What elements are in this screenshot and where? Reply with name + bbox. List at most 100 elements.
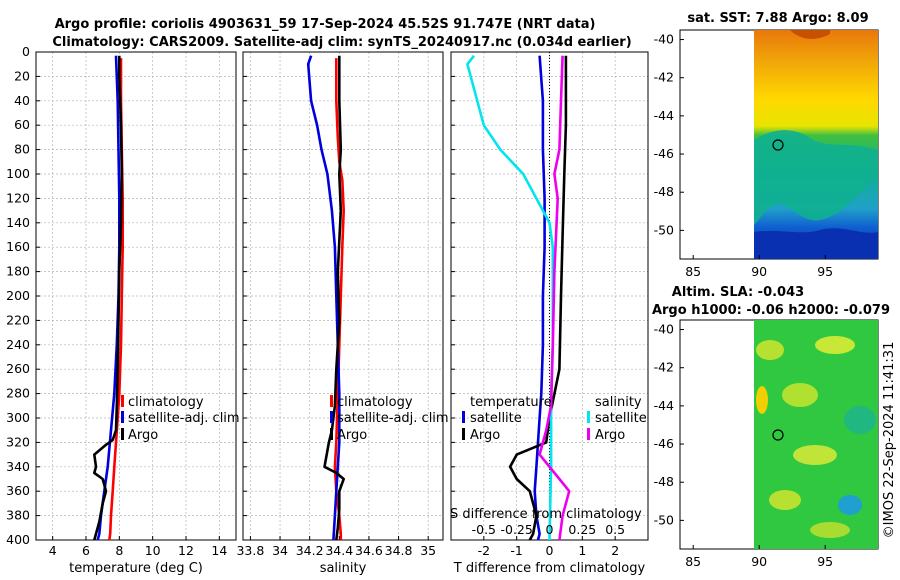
legend-swatch-argo (330, 428, 333, 440)
tick-label-x: 35 (420, 543, 436, 558)
series-line-satellite-adj-clim (96, 55, 121, 541)
tick-label-y: 40 (14, 93, 30, 108)
tick-label-y: 360 (6, 483, 30, 498)
tick-label-y: 200 (6, 288, 30, 303)
tick-label-x: -1 (510, 543, 522, 558)
legend-label-temp-satellite: satellite (470, 411, 522, 426)
sst-map-axes: 85 90 95 -40 -42 -44 -46 -48 -50 (654, 32, 834, 279)
tick-label-x: 34.6 (355, 543, 383, 558)
series-line-argo (93, 55, 124, 541)
sla-map-axes: 85 90 95 -40 -42 -44 -46 -48 -50 (654, 322, 834, 569)
sla-high (756, 386, 768, 414)
sla-blob (810, 522, 850, 538)
x-axis-label: T difference from climatology (453, 561, 646, 576)
legend-swatch-satellite (330, 411, 333, 423)
s-tick-label: -0.5 (472, 522, 496, 537)
map-tick-label-y: -42 (654, 70, 674, 85)
legend-label-satellite: satellite-adj. clim (337, 411, 449, 426)
series-line-salinity-argo (538, 55, 571, 541)
sla-blob (769, 490, 801, 510)
sla-blob (793, 445, 837, 465)
tick-label-x: 8 (115, 543, 123, 558)
tick-label-x: 34.8 (385, 543, 413, 558)
sla-argo-marker (772, 429, 784, 441)
map-tick-label-y: -50 (654, 512, 674, 527)
tick-label-x: 33.8 (236, 543, 264, 558)
sst-front (754, 130, 878, 225)
credit-text: ©IMOS 22-Sep-2024 11:41:31 (882, 342, 897, 539)
sla-map: Altim. SLA: -0.043 Argo h1000: -0.06 h20… (652, 285, 890, 569)
sst-cold-patch (754, 228, 878, 259)
tick-label-y: 80 (14, 142, 30, 157)
legend-label-argo: Argo (128, 428, 158, 443)
s-difference-ticks: -0.5 -0.25 0 0.25 0.5 (472, 522, 625, 537)
tick-label-x: 0 (546, 543, 554, 558)
legend-swatch-satellite (121, 411, 124, 423)
tick-label-x: 10 (145, 543, 161, 558)
sla-low (838, 495, 862, 515)
salinity-panel: 33.8 34 34.2 34.4 34.6 34.8 35 salinity (236, 51, 444, 576)
sst-map-title: sat. SST: 7.88 Argo: 8.09 (687, 11, 868, 26)
tick-label-y: 140 (6, 215, 30, 230)
legend-title-temperature: temperature (470, 395, 552, 410)
title-line-1: Argo profile: coriolis 4903631_59 17-Sep… (55, 17, 596, 32)
series-line-argo (323, 55, 346, 541)
s-difference-label: S difference from climatology (450, 507, 642, 522)
tick-label-y: 0 (22, 44, 30, 59)
tick-label-y: 160 (6, 239, 30, 254)
map-tick-label-y: -46 (654, 436, 674, 451)
legend-label-sal-satellite: satellite (595, 411, 647, 426)
tick-label-y: 60 (14, 117, 30, 132)
tick-label-x: 14 (211, 543, 227, 558)
tick-label-y: 300 (6, 410, 30, 425)
map-tick-label-x: 85 (685, 554, 701, 569)
tick-label-y: 220 (6, 312, 30, 327)
tick-label-x: 4 (49, 543, 57, 558)
salinity-legend: climatology satellite-adj. clim Argo (330, 395, 449, 443)
legend-label-climatology: climatology (337, 395, 413, 410)
map-tick-label-y: -40 (654, 322, 674, 337)
legend-label-argo: Argo (337, 428, 367, 443)
tick-label-x: 2 (611, 543, 619, 558)
tick-label-x: 12 (178, 543, 194, 558)
legend-swatch-sal-argo (587, 428, 590, 440)
tick-label-y: 320 (6, 434, 30, 449)
tick-label-y: 380 (6, 508, 30, 523)
title-line-2: Climatology: CARS2009. Satellite-adj cli… (52, 35, 631, 50)
sla-map-title: Altim. SLA: -0.043 (672, 285, 804, 300)
tick-label-x: -2 (478, 543, 490, 558)
tick-label-y: 400 (6, 532, 30, 547)
tick-label-x: 6 (82, 543, 90, 558)
tick-label-y: 240 (6, 337, 30, 352)
map-tick-label-x: 85 (685, 264, 701, 279)
map-tick-label-y: -42 (654, 360, 674, 375)
legend-swatch-temp-satellite (462, 411, 465, 423)
tick-label-x: 34.2 (296, 543, 324, 558)
legend-label-climatology: climatology (128, 395, 204, 410)
tick-label-y: 340 (6, 459, 30, 474)
difference-panel: -2 -1 0 1 2 T difference from climatology (450, 51, 649, 576)
x-axis-label: temperature (deg C) (69, 561, 203, 576)
legend-swatch-sal-satellite (587, 411, 590, 423)
map-tick-label-y: -46 (654, 146, 674, 161)
legend-title-salinity: salinity (595, 395, 642, 410)
x-axis-label: salinity (320, 561, 367, 576)
sla-blob (756, 340, 784, 360)
axes-frame (242, 51, 444, 541)
sla-blob (815, 336, 855, 354)
s-tick-label: 0.5 (605, 522, 625, 537)
map-tick-label-x: 90 (751, 554, 767, 569)
legend-label-temp-argo: Argo (470, 428, 500, 443)
s-tick-label: 0 (546, 522, 554, 537)
series-line-satellite-adj-clim (306, 55, 341, 541)
tick-label-y: 120 (6, 190, 30, 205)
difference-legend: temperature satellite Argo salinity sate… (462, 395, 647, 443)
series-line-temperature-argo (508, 55, 568, 541)
tick-label-y: 180 (6, 264, 30, 279)
map-tick-label-x: 90 (751, 264, 767, 279)
tick-label-x: 1 (578, 543, 586, 558)
legend-swatch-argo (121, 428, 124, 440)
legend-swatch-temp-argo (462, 428, 465, 440)
tick-label-y: 20 (14, 68, 30, 83)
